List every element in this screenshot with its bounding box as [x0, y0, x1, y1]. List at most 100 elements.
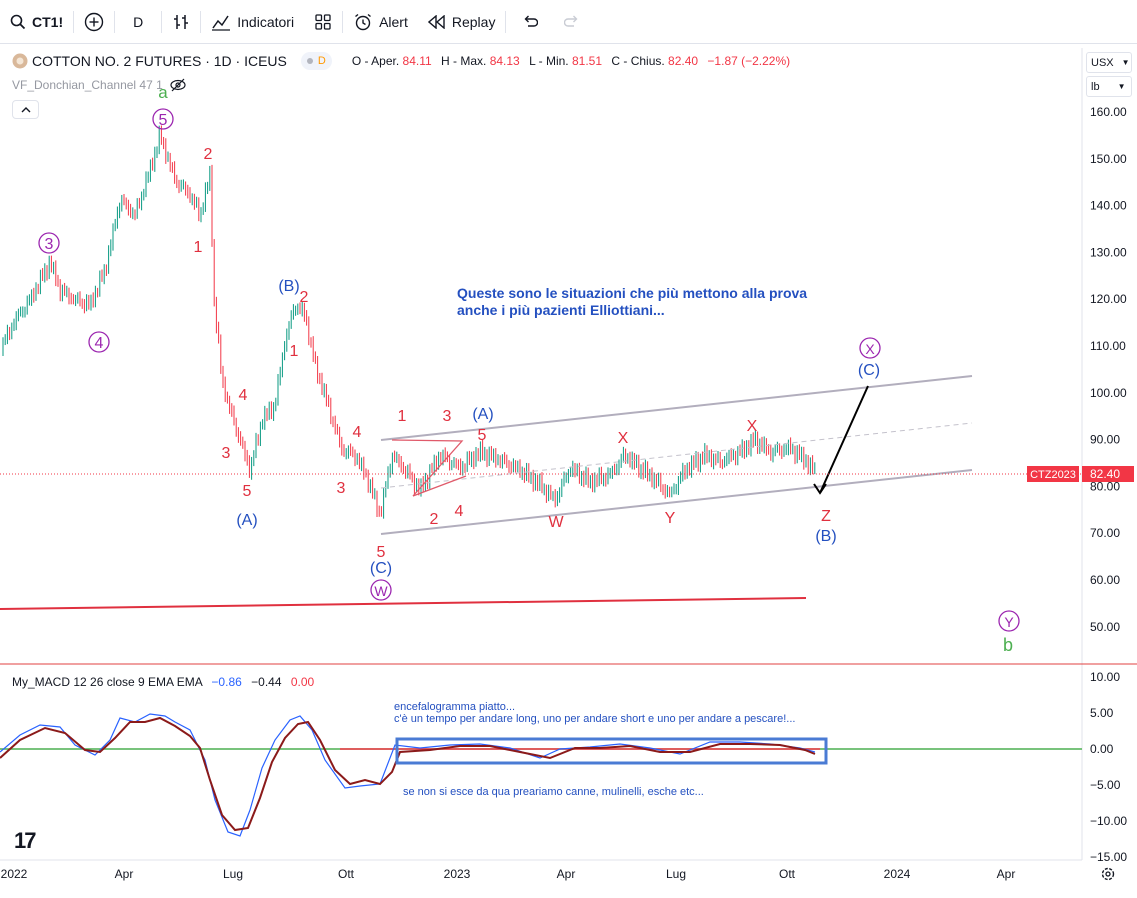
price-tick-label: 110.00	[1090, 339, 1126, 353]
gear-icon[interactable]	[1100, 866, 1116, 882]
chart-title[interactable]: COTTON NO. 2 FUTURES · 1D · ICEUS	[32, 53, 287, 69]
macd-tick-label: −10.00	[1090, 814, 1127, 828]
toolbar-divider	[505, 10, 507, 33]
time-tick-label: 2024	[884, 867, 911, 881]
redo-button[interactable]	[554, 0, 590, 44]
status-dot-icon	[306, 58, 313, 65]
chevron-down-icon: ▼	[1117, 82, 1126, 91]
eye-crossed-icon[interactable]	[169, 78, 187, 92]
macd-note: encefalogramma piatto...	[394, 701, 515, 713]
wave-label-blue: (B)	[278, 278, 299, 295]
macd-axis: 10.00 5.00 0.00 −5.00 −10.00 −15.00	[1090, 670, 1127, 864]
triangle-pattern-bottom	[412, 475, 467, 497]
macd-signal-line	[0, 713, 816, 837]
macd-value-3: 0.00	[290, 675, 315, 689]
wave-label-red: 1	[290, 343, 299, 360]
replay-button[interactable]: Replay	[418, 0, 506, 44]
wave-label-red: 1	[398, 408, 407, 425]
unit-label: lb	[1091, 80, 1100, 93]
compare-button[interactable]	[74, 0, 114, 44]
wave-label-red: 5	[243, 483, 252, 500]
projection-arrow-head	[813, 483, 827, 495]
last-price-label: 82.40	[1090, 467, 1120, 481]
macd-tick-label: −5.00	[1090, 778, 1121, 792]
wave-label-purple: 4	[95, 335, 104, 352]
high-value: 84.13	[489, 54, 520, 68]
wave-label-red: 5	[478, 427, 487, 444]
toolbar-divider	[73, 10, 75, 33]
macd-tick-label: −15.00	[1090, 850, 1127, 864]
open-label: O - Aper.	[351, 54, 400, 68]
symbol-logo-icon	[12, 53, 28, 69]
price-tick-label: 90.00	[1090, 433, 1120, 447]
wave-circle	[370, 579, 392, 601]
wave-label-blue: (C)	[370, 560, 392, 577]
annotation-line: anche i più pazienti Elliottiani...	[457, 302, 665, 318]
high-label: H - Max.	[441, 54, 487, 68]
time-axis: 2022 Apr Lug Ott 2023 Apr Lug Ott 2024 Apr	[1, 867, 1016, 881]
symbol-search-button[interactable]: CT1!	[0, 0, 73, 44]
wave-label-red: 4	[353, 424, 362, 441]
indicator-legend[interactable]: VF_Donchian_Channel 47 1	[12, 78, 187, 92]
wave-label-red: 3	[443, 408, 452, 425]
time-tick-label: Apr	[557, 867, 576, 881]
chevron-down-icon: ▼	[1121, 58, 1130, 67]
last-price-box	[1082, 466, 1134, 482]
wave-label-red: 4	[239, 387, 248, 404]
macd-legend[interactable]: My_MACD 12 26 close 9 EMA EMA −0.86 −0.4…	[12, 675, 314, 689]
close-value: 82.40	[668, 54, 699, 68]
indicators-button[interactable]: Indicatori	[201, 0, 304, 44]
wave-circle	[998, 610, 1020, 632]
time-tick-label: Lug	[223, 867, 243, 881]
unit-button[interactable]: lb ▼	[1086, 76, 1132, 97]
chart-legend: COTTON NO. 2 FUTURES · 1D · ICEUS D O - …	[12, 52, 796, 70]
bar-chart-icon	[174, 14, 189, 29]
macd-legend-label: My_MACD 12 26 close 9 EMA EMA	[12, 675, 203, 689]
wave-label-blue: (A)	[472, 406, 493, 423]
tradingview-logo[interactable]: 17	[14, 828, 37, 853]
time-tick-label: 2022	[1, 867, 28, 881]
exchange-badge-label: D	[317, 55, 326, 67]
interval-label: D	[133, 13, 144, 30]
price-tick-label: 160.00	[1090, 105, 1127, 119]
wave-label-blue: (B)	[815, 528, 836, 545]
wave-label-purple: 5	[159, 112, 168, 129]
interval-button[interactable]: D	[115, 0, 161, 44]
currency-button[interactable]: USX ▼	[1086, 52, 1132, 73]
toolbar-divider	[161, 10, 163, 33]
wave-label-red: 3	[337, 480, 346, 497]
wave-label-red: W	[548, 514, 564, 531]
price-tick-label: 80.00	[1090, 479, 1120, 493]
redo-icon	[564, 15, 578, 27]
alert-button[interactable]: Alert	[343, 0, 418, 44]
wave-label-blue: (A)	[236, 512, 257, 529]
macd-note: se non si esce da qua preariamo canne, m…	[403, 786, 704, 798]
price-tick-label: 140.00	[1090, 199, 1127, 213]
rewind-icon	[427, 14, 445, 29]
grid-icon	[315, 13, 331, 30]
chart-type-button[interactable]	[162, 0, 200, 44]
time-tick-label: Lug	[666, 867, 686, 881]
collapse-legend-button[interactable]	[12, 100, 39, 119]
wave-label-red: Y	[665, 510, 676, 527]
toolbar-divider	[114, 10, 116, 33]
wave-label-green: b	[1003, 635, 1013, 655]
exchange-badge[interactable]: D	[300, 52, 332, 70]
layouts-button[interactable]	[304, 0, 342, 44]
wave-label-green: a	[158, 83, 168, 102]
wave-label-red: 4	[455, 503, 464, 520]
indicators-icon	[212, 15, 231, 31]
macd-tick-label: 10.00	[1090, 670, 1120, 684]
wave-label-purple: 3	[45, 236, 54, 253]
wave-circle	[859, 337, 881, 359]
wave-circle	[88, 331, 110, 353]
symbol-label: CT1!	[32, 13, 64, 30]
projection-arrow	[819, 385, 869, 494]
channel-lower-line	[380, 469, 973, 535]
wave-label-red: 2	[300, 289, 309, 306]
undo-button[interactable]	[506, 0, 554, 44]
triangle-pattern-top	[391, 439, 464, 497]
alarm-clock-icon	[355, 13, 371, 30]
close-label: C - Chius.	[611, 54, 665, 68]
